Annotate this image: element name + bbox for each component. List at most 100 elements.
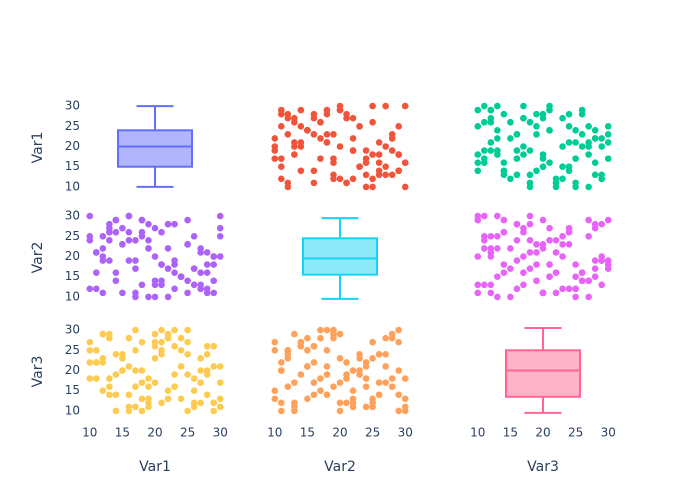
scatter-point xyxy=(125,228,133,236)
scatter-point xyxy=(552,179,560,187)
scatter-point xyxy=(271,155,279,162)
y-tick-label: 20 xyxy=(65,249,80,263)
scatter-point xyxy=(171,371,178,378)
scatter-point xyxy=(362,159,370,166)
scatter-point xyxy=(401,183,409,191)
scatter-point xyxy=(197,249,204,256)
scatter-point xyxy=(323,326,331,334)
scatter-point xyxy=(533,241,540,248)
scatter-point xyxy=(323,363,331,370)
scatter-point xyxy=(138,216,146,224)
scatter-point xyxy=(190,265,198,272)
scatter-point xyxy=(500,159,508,166)
scatter-point xyxy=(132,289,139,297)
scatter-point xyxy=(317,155,324,162)
scatter-point xyxy=(164,220,172,228)
scatter-point xyxy=(494,127,501,134)
scatter-point xyxy=(271,387,279,395)
scatter-point xyxy=(112,407,120,415)
y-tick-label: 10 xyxy=(65,179,80,193)
scatter-point xyxy=(177,346,185,354)
scatter-point xyxy=(604,131,612,138)
scatter-point xyxy=(197,379,204,386)
scatter-point xyxy=(388,131,396,138)
scatter-point xyxy=(330,159,337,166)
scatter-point xyxy=(513,147,521,154)
scatter-point xyxy=(317,135,324,142)
scatter-point xyxy=(210,289,217,297)
scatter-point xyxy=(559,253,566,260)
scatter-point xyxy=(591,220,599,228)
scatter-point xyxy=(210,277,217,285)
scatter-point xyxy=(487,249,495,256)
scatter-point xyxy=(487,281,495,289)
scatter-point xyxy=(533,277,540,285)
y-tick-label: 30 xyxy=(65,209,80,223)
x-tick-label: 10 xyxy=(82,426,97,440)
scatter-point xyxy=(546,273,553,281)
scatter-point xyxy=(158,338,165,346)
scatter-point xyxy=(216,363,224,370)
scatter-point xyxy=(336,102,344,110)
scatter-point xyxy=(125,391,133,399)
scatter-point xyxy=(93,285,100,293)
scatter-point xyxy=(369,338,376,346)
scatter-point xyxy=(487,114,495,122)
scatter-point xyxy=(375,351,383,358)
scatter-point xyxy=(197,269,204,276)
y-tick-label: 15 xyxy=(65,383,80,397)
scatter-point xyxy=(86,359,94,366)
scatter-point xyxy=(171,220,178,228)
scatter-point xyxy=(546,237,553,244)
scatter-point xyxy=(343,114,350,122)
scatter-point xyxy=(284,355,292,362)
scatter-point xyxy=(304,363,311,370)
scatter-point xyxy=(474,216,482,224)
scatter-point xyxy=(481,102,488,110)
scatter-point xyxy=(297,342,305,350)
scatter-point xyxy=(559,285,566,293)
scatter-point xyxy=(395,151,402,158)
scatter-point xyxy=(336,175,344,183)
scatter-point xyxy=(158,277,165,285)
scatter-point xyxy=(382,143,389,150)
scatter-point xyxy=(539,163,547,171)
scatter-point xyxy=(210,363,217,370)
scatter-point xyxy=(132,326,139,334)
scatter-point xyxy=(474,281,482,289)
scatter-point xyxy=(369,355,376,362)
x-tick-label: 15 xyxy=(115,426,130,440)
scatter-point xyxy=(151,379,159,386)
scatter-point xyxy=(546,127,553,134)
x-tick-label: 15 xyxy=(300,426,315,440)
scatter-point xyxy=(323,371,331,378)
scatter-point xyxy=(210,253,217,260)
scatter-point xyxy=(500,269,508,276)
scatter-point xyxy=(539,216,547,224)
scatter-point xyxy=(565,285,573,293)
y-axis-title: Var1 xyxy=(30,132,46,164)
scatter-point xyxy=(552,289,560,297)
scatter-point xyxy=(494,245,501,252)
scatter-point xyxy=(271,143,279,150)
x-tick-label: 20 xyxy=(535,426,550,440)
scatter-point xyxy=(362,183,370,191)
scatter-point xyxy=(388,334,396,342)
y-tick-label: 10 xyxy=(65,289,80,303)
scatter-point xyxy=(388,383,396,390)
scatter-point xyxy=(93,249,100,256)
scatter-point xyxy=(158,326,165,334)
scatter-point xyxy=(591,171,599,179)
scatter-point xyxy=(401,159,409,166)
scatter-point xyxy=(533,131,540,138)
scatter-point xyxy=(197,399,204,407)
scatter-point xyxy=(585,143,592,150)
scatter-point xyxy=(112,216,120,224)
scatter-point xyxy=(474,167,482,175)
scatter-point xyxy=(310,342,318,350)
scatter-point xyxy=(507,245,514,252)
scatter-point xyxy=(291,379,298,386)
scatter-point xyxy=(572,285,579,293)
scatter-point xyxy=(112,277,120,285)
scatter-point xyxy=(585,122,592,130)
